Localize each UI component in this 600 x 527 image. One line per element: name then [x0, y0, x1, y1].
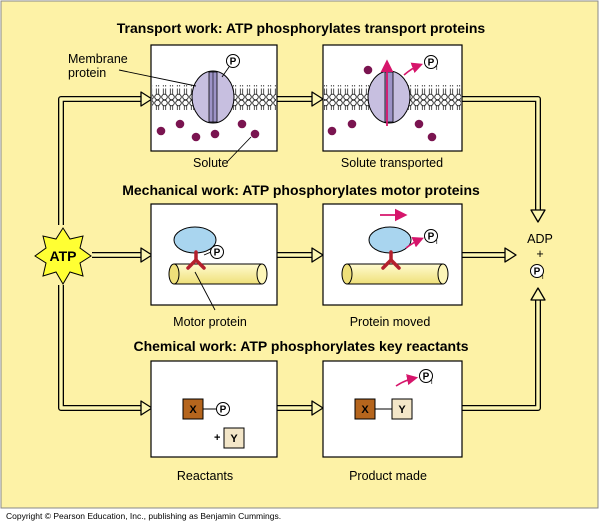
svg-text:P: P	[428, 232, 435, 243]
motor-protein-link	[186, 250, 206, 270]
membrane-protein-callout: Membrane protein	[68, 52, 197, 87]
inorganic-phosphate-icon: P i	[424, 229, 438, 246]
reactants-caption: Reactants	[177, 469, 233, 483]
svg-text:i: i	[431, 379, 433, 386]
transport-left-panel: P	[150, 44, 278, 163]
inorganic-phosphate-icon: P i	[419, 369, 433, 386]
arrowhead-mid-1	[140, 247, 153, 263]
release-arrow	[403, 62, 423, 76]
products-group: ADP + P i	[527, 232, 553, 281]
phosphate-icon: P	[210, 245, 224, 259]
callout-line-2: protein	[68, 66, 106, 80]
mechanical-left-panel: P	[150, 203, 278, 311]
svg-text:X: X	[361, 404, 369, 416]
mechanical-right-panel: P i	[322, 203, 463, 306]
cytoskeleton-track-moved	[341, 263, 449, 285]
solute-molecules	[156, 119, 260, 142]
arrowhead-top-3	[530, 209, 546, 223]
svg-text:P: P	[428, 58, 435, 69]
arrowhead-top-1	[140, 91, 153, 107]
product-x-box: X	[354, 398, 376, 420]
svg-text:Y: Y	[398, 404, 406, 416]
atp-burst-shape	[34, 227, 92, 285]
release-arrow	[395, 374, 419, 387]
mechanical-title: Mechanical work: ATP phosphorylates moto…	[122, 182, 480, 198]
motor-protein-caption: Motor protein	[173, 315, 247, 329]
phosphate-icon: P	[216, 402, 230, 416]
svg-text:i: i	[436, 65, 438, 72]
solute-pointer	[226, 136, 252, 163]
reactant-x-box: X	[182, 398, 204, 420]
svg-text:P: P	[423, 372, 430, 383]
flow-arrow-bottom	[58, 285, 541, 411]
motor-protein-link-moved	[381, 250, 401, 270]
reactant-y-box: Y	[223, 427, 245, 449]
inorganic-phosphate-icon: P i	[530, 264, 544, 281]
motor-protein-head	[173, 226, 217, 254]
atp-work-diagram: ATP Transport work: ATP phosphorylates t…	[0, 0, 599, 509]
arrowhead-bot-2	[311, 400, 324, 416]
arrowhead-top-2	[311, 91, 324, 107]
solute-caption: Solute	[193, 156, 228, 170]
inorganic-phosphate-icon: P i	[424, 55, 438, 72]
motor-protein-head-moved	[368, 226, 412, 254]
phosphate-icon: P	[226, 54, 240, 68]
svg-text:X: X	[189, 404, 197, 416]
transport-right-panel: P i	[322, 44, 463, 152]
atp-label: ATP	[50, 248, 77, 264]
product-made-caption: Product made	[349, 469, 427, 483]
product-y-box: Y	[391, 398, 413, 420]
release-arrow	[405, 237, 424, 249]
adp-label: ADP	[527, 232, 553, 246]
svg-text:P: P	[220, 405, 227, 416]
reactant-plus: +	[214, 432, 220, 444]
atp-burst: ATP	[34, 227, 92, 285]
flow-arrowheads	[140, 91, 546, 416]
flow-arrows	[58, 96, 541, 411]
chemical-title: Chemical work: ATP phosphorylates key re…	[133, 338, 468, 354]
arrowhead-mid-2	[311, 247, 324, 263]
flow-arrow-top	[58, 96, 541, 225]
phosphate-letter: P	[230, 57, 237, 68]
chemical-left-panel: X P + Y	[150, 360, 278, 458]
svg-text:P: P	[214, 248, 221, 259]
callout-line-1: Membrane	[68, 52, 128, 66]
protein-moved-caption: Protein moved	[350, 315, 431, 329]
chemical-right-panel: X Y P i	[322, 360, 463, 458]
svg-text:i: i	[436, 239, 438, 246]
svg-text:P: P	[534, 267, 541, 278]
motor-protein-pointer	[194, 271, 216, 311]
products-plus: +	[536, 247, 543, 261]
solute-transported-caption: Solute transported	[341, 156, 443, 170]
svg-text:i: i	[542, 274, 544, 281]
svg-text:Y: Y	[230, 433, 238, 445]
arrowhead-bot-1	[140, 400, 153, 416]
arrowhead-bot-3	[530, 287, 546, 301]
transport-title: Transport work: ATP phosphorylates trans…	[117, 20, 486, 36]
solute-transported-molecule	[327, 65, 437, 142]
arrowhead-mid-3	[504, 247, 517, 263]
cytoskeleton-track	[168, 263, 268, 285]
copyright-notice: Copyright © Pearson Education, Inc., pub…	[6, 511, 282, 521]
